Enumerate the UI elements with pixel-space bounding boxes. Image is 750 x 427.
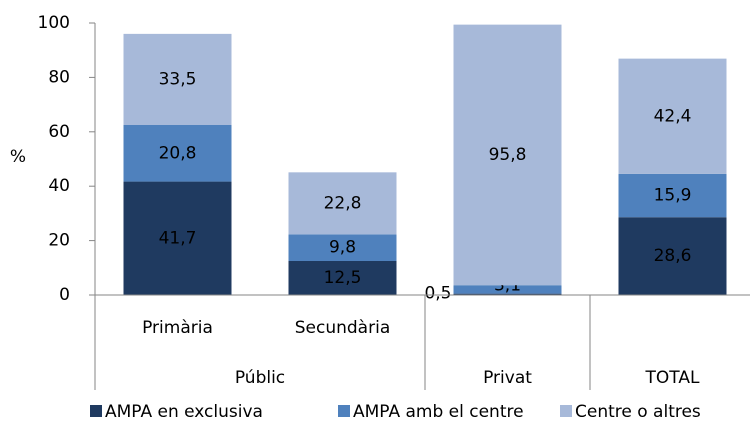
- data-label: 9,8: [329, 238, 356, 258]
- group-label: Públic: [235, 368, 285, 388]
- data-label: 95,8: [489, 145, 527, 165]
- bar-segment: [618, 217, 727, 295]
- legend-swatch: [560, 405, 572, 417]
- y-tick-label: 80: [48, 67, 70, 87]
- y-tick-label: 20: [48, 231, 70, 251]
- bar-segment: [123, 181, 232, 295]
- bar-segment: [453, 293, 562, 295]
- data-label: 42,4: [654, 106, 692, 126]
- bar-segment: [453, 285, 562, 294]
- bar-segment: [123, 125, 232, 182]
- bar-segment: [288, 234, 397, 261]
- data-label: 15,9: [654, 186, 692, 206]
- data-label: 33,5: [159, 69, 197, 89]
- data-label: 28,6: [654, 246, 692, 266]
- group-label: TOTAL: [645, 368, 700, 388]
- group-label: Privat: [483, 368, 532, 388]
- bar-segment: [123, 33, 232, 125]
- y-tick-label: 60: [48, 122, 70, 142]
- legend-label: Centre o altres: [575, 402, 701, 422]
- y-tick-label: 100: [38, 13, 70, 33]
- bar-segment: [288, 172, 397, 235]
- bar-segment: [618, 173, 727, 218]
- x-tick-label: Primària: [142, 318, 213, 338]
- bar-segment: [288, 261, 397, 295]
- legend-label: AMPA en exclusiva: [105, 402, 263, 422]
- y-tick-label: 0: [59, 285, 70, 305]
- legend-swatch: [338, 405, 350, 417]
- y-tick-label: 40: [48, 176, 70, 196]
- data-label: 0,5: [424, 284, 451, 304]
- data-label: 12,5: [324, 268, 362, 288]
- bar-segment: [618, 58, 727, 174]
- data-label: 41,7: [159, 228, 197, 248]
- data-label: 20,8: [159, 143, 197, 163]
- y-axis-label: %: [10, 147, 26, 167]
- data-label: 22,8: [324, 193, 362, 213]
- bar-segment: [453, 24, 562, 286]
- legend-label: AMPA amb el centre: [353, 402, 524, 422]
- x-tick-label: Secundària: [295, 318, 390, 338]
- legend-swatch: [90, 405, 102, 417]
